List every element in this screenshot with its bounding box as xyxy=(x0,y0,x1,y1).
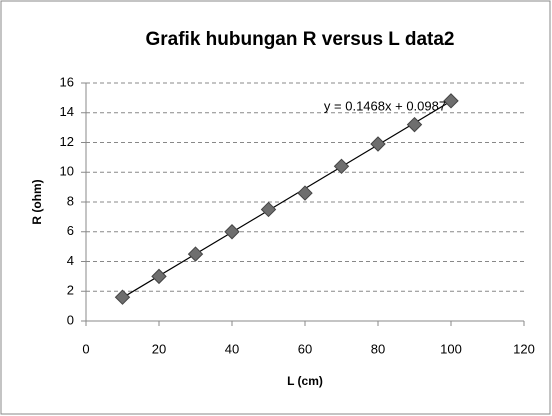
y-tick-label: 6 xyxy=(67,223,74,238)
x-tick-label: 100 xyxy=(440,341,462,356)
y-tick-label: 12 xyxy=(60,134,74,149)
marker xyxy=(260,201,277,218)
x-tick-label: 60 xyxy=(298,341,312,356)
y-tick-label: 4 xyxy=(67,253,74,268)
marker xyxy=(114,289,131,305)
marker xyxy=(187,246,204,262)
y-tick-label: 10 xyxy=(60,164,74,179)
y-axis-title: R (ohm) xyxy=(30,179,44,224)
y-tick-label: 8 xyxy=(67,193,74,208)
marker xyxy=(151,268,167,285)
x-tick-label: 40 xyxy=(225,341,239,356)
marker xyxy=(443,93,459,109)
x-tick-label: 80 xyxy=(371,341,385,356)
marker xyxy=(297,185,313,201)
y-tick-label: 2 xyxy=(67,283,74,298)
y-tick-label: 16 xyxy=(60,74,74,89)
chart-title: Grafik hubungan R versus L data2 xyxy=(145,29,454,50)
y-tick-label: 0 xyxy=(67,312,74,327)
trendline-label: y = 0.1468x + 0.0987 xyxy=(324,98,446,113)
marker xyxy=(370,136,386,152)
y-tick-label: 14 xyxy=(60,104,74,119)
x-tick-label: 0 xyxy=(82,341,89,356)
x-tick-label: 120 xyxy=(513,341,535,356)
marker xyxy=(406,116,423,133)
marker xyxy=(333,158,350,175)
x-axis-title: L (cm) xyxy=(287,374,323,388)
trendline xyxy=(122,100,452,299)
marker xyxy=(224,224,240,240)
x-tick-label: 20 xyxy=(152,341,166,356)
